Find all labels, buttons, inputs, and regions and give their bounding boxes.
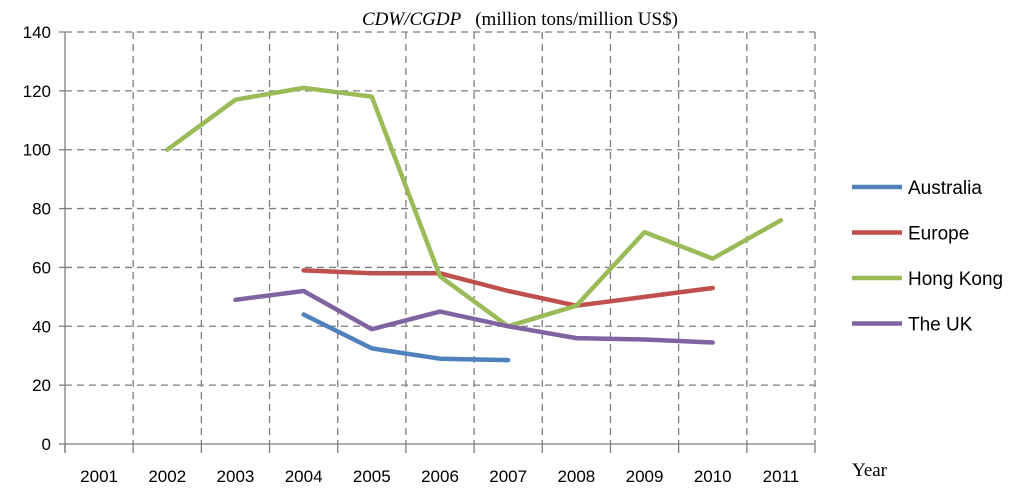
x-tick-label: 2009	[626, 467, 664, 486]
y-tick-label: 80	[32, 200, 51, 219]
x-tick-label: 2002	[148, 467, 186, 486]
x-tick-label: 2010	[694, 467, 732, 486]
x-tick-label: 2011	[763, 467, 800, 486]
x-tick-label: 2001	[80, 467, 118, 486]
y-tick-label: 0	[42, 435, 51, 454]
x-tick-label: 2004	[285, 467, 323, 486]
x-tick-label: 2003	[217, 467, 255, 486]
series-line-australia	[301, 312, 511, 363]
series-line-hong-kong	[165, 85, 784, 329]
axes	[59, 31, 816, 453]
series-lines	[165, 85, 784, 363]
legend: Australia Europe Hong Kong The UK	[852, 178, 1003, 336]
y-tick-label: 120	[23, 82, 51, 101]
y-tick-label: 100	[23, 141, 51, 160]
y-tick-labels: 0 20 40 60 80 100 120 140	[23, 23, 51, 454]
y-tick-label: 20	[32, 376, 51, 395]
y-tick-label: 60	[32, 258, 51, 277]
legend-label-europe: Europe	[908, 224, 969, 245]
x-tick-label: 2005	[353, 467, 391, 486]
grid-lines	[65, 31, 816, 444]
y-axis-title-variable: CDW/CGDP	[362, 9, 462, 30]
x-axis-title: Year	[852, 460, 888, 481]
x-tick-label: 2007	[489, 467, 527, 486]
series-line-europe	[301, 268, 715, 308]
legend-label-the-uk: The UK	[908, 315, 973, 336]
y-tick-label: 140	[23, 23, 51, 42]
y-axis-title-units: (million tons/million US$)	[475, 9, 678, 30]
x-tick-label: 2006	[421, 467, 459, 486]
legend-label-hong-kong: Hong Kong	[908, 269, 1003, 290]
y-axis-title: CDW/CGDP (million tons/million US$)	[362, 9, 678, 30]
x-tick-labels: 2001 2002 2003 2004 2005 2006 2007 2008 2009 2010…	[80, 467, 799, 486]
y-tick-label: 40	[32, 317, 51, 336]
x-tick-label: 2008	[557, 467, 595, 486]
series-line-the-uk	[233, 288, 715, 345]
legend-label-australia: Australia	[908, 178, 982, 199]
